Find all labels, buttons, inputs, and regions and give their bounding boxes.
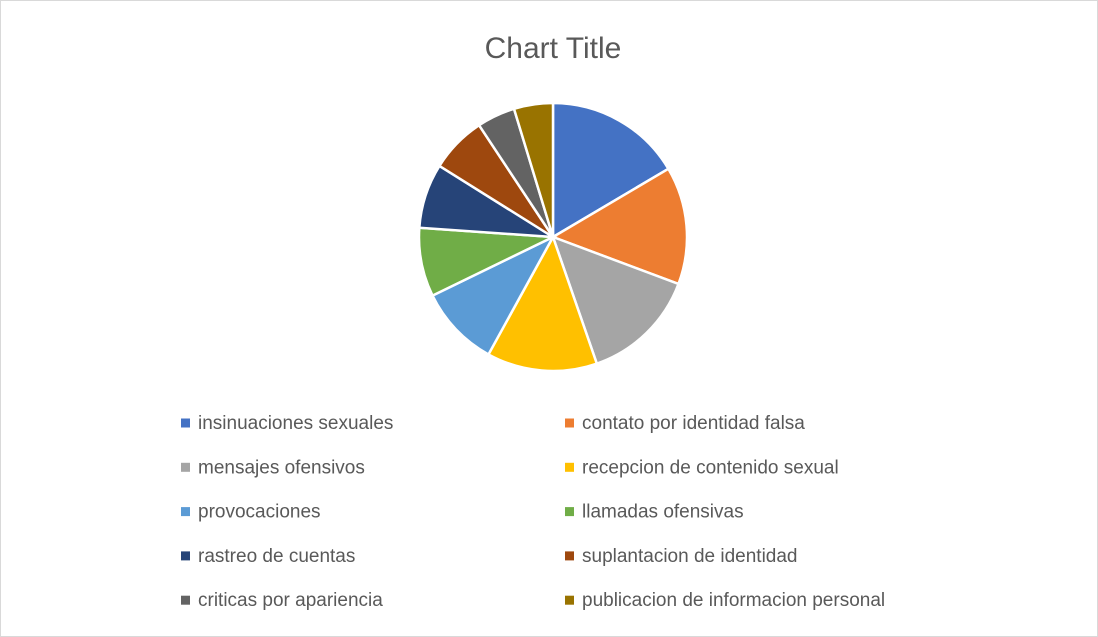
legend-swatch: [565, 595, 574, 605]
legend-swatch: [181, 507, 190, 517]
legend-swatch: [565, 551, 574, 561]
pie-slice: [550, 234, 681, 366]
legend-swatch: [565, 507, 574, 517]
legend-label: suplantacion de identidad: [582, 546, 798, 567]
legend-swatch: [565, 418, 574, 428]
legend-swatch: [565, 462, 574, 472]
legend-label: recepcion de contenido sexual: [582, 457, 839, 478]
chart-title: Chart Title: [485, 32, 622, 65]
pie-slice: [430, 234, 556, 357]
legend-label: criticas por apariencia: [198, 590, 383, 611]
pie-slice: [512, 101, 555, 238]
legend-label: llamadas ofensivas: [582, 502, 744, 523]
pie-slice: [551, 101, 671, 240]
legend-swatch: [181, 595, 190, 605]
legend-label: rastreo de cuentas: [198, 546, 355, 567]
pie-slice: [486, 233, 599, 373]
legend-swatch: [181, 551, 190, 561]
legend-swatch: [181, 462, 190, 472]
legend-label: mensajes ofensivos: [198, 457, 365, 478]
legend-swatch: [181, 418, 190, 428]
legend-label: insinuaciones sexuales: [198, 413, 393, 434]
legend-label: publicacion de informacion personal: [582, 590, 885, 611]
legend-label: contato por identidad falsa: [582, 413, 805, 434]
legend-label: provocaciones: [198, 502, 321, 523]
pie-slice: [550, 167, 689, 286]
